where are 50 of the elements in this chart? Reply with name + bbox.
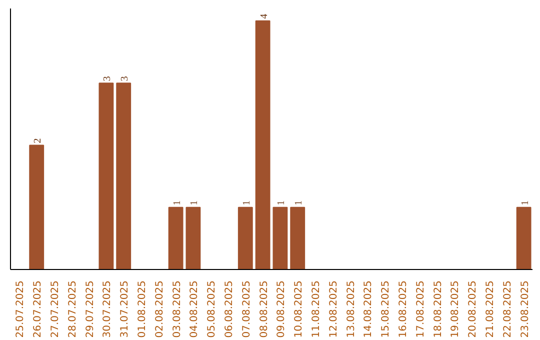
x-tick-label: 01.08.2025 <box>137 280 148 338</box>
bar <box>516 206 532 270</box>
x-tick-label: 23.08.2025 <box>520 280 531 338</box>
bar <box>255 20 270 270</box>
x-tick-label: 08.08.2025 <box>258 280 270 338</box>
x-tick-label: 31.07.2025 <box>120 280 131 338</box>
data-label: 1 <box>276 200 288 206</box>
x-tick-label: 04.08.2025 <box>189 280 200 338</box>
x-tick-label: 27.07.2025 <box>50 280 61 338</box>
x-tick-label: 19.08.2025 <box>450 280 462 338</box>
bar <box>98 82 114 270</box>
data-label: 1 <box>241 200 252 206</box>
x-tick-label: 28.07.2025 <box>67 280 78 338</box>
data-label: 3 <box>120 76 131 82</box>
x-tick-label: 30.07.2025 <box>102 280 114 338</box>
data-label: 1 <box>172 200 183 206</box>
bar <box>290 206 306 270</box>
bar <box>168 206 184 270</box>
data-label: 1 <box>294 200 305 206</box>
bar <box>238 206 253 270</box>
x-tick-label: 20.08.2025 <box>468 280 479 338</box>
bar <box>186 206 201 270</box>
x-tick-label: 03.08.2025 <box>172 280 183 338</box>
data-label: 4 <box>258 14 270 19</box>
bar <box>272 206 288 270</box>
data-label: 2 <box>32 138 44 144</box>
x-tick-label: 15.08.2025 <box>380 280 392 338</box>
x-tick-label: 29.07.2025 <box>84 280 96 338</box>
x-tick-label: 21.08.2025 <box>485 280 496 338</box>
x-tick-label: 26.07.2025 <box>32 280 44 338</box>
x-tick-label: 18.08.2025 <box>432 280 444 338</box>
x-tick-label: 05.08.2025 <box>206 280 218 338</box>
x-tick-label: 02.08.2025 <box>154 280 166 338</box>
x-tick-label: 22.08.2025 <box>502 280 514 338</box>
bar <box>116 82 132 270</box>
x-tick-label: 14.08.2025 <box>363 280 374 338</box>
bar <box>29 144 44 270</box>
x-tick-label: 25.07.2025 <box>15 280 26 338</box>
x-tick-label: 09.08.2025 <box>276 280 288 338</box>
x-tick-label: 12.08.2025 <box>328 280 340 338</box>
x-tick-label: 07.08.2025 <box>241 280 252 338</box>
x-tick-label: 17.08.2025 <box>415 280 426 338</box>
x-tick-label: 16.08.2025 <box>398 280 409 338</box>
x-tick-label: 13.08.2025 <box>346 280 357 338</box>
x-tick-label: 06.08.2025 <box>224 280 235 338</box>
data-label: 1 <box>189 200 200 206</box>
data-label: 3 <box>102 76 114 82</box>
x-tick-label: 11.08.2025 <box>311 280 322 338</box>
data-label: 1 <box>520 200 531 206</box>
x-tick-label: 10.08.2025 <box>294 280 305 338</box>
